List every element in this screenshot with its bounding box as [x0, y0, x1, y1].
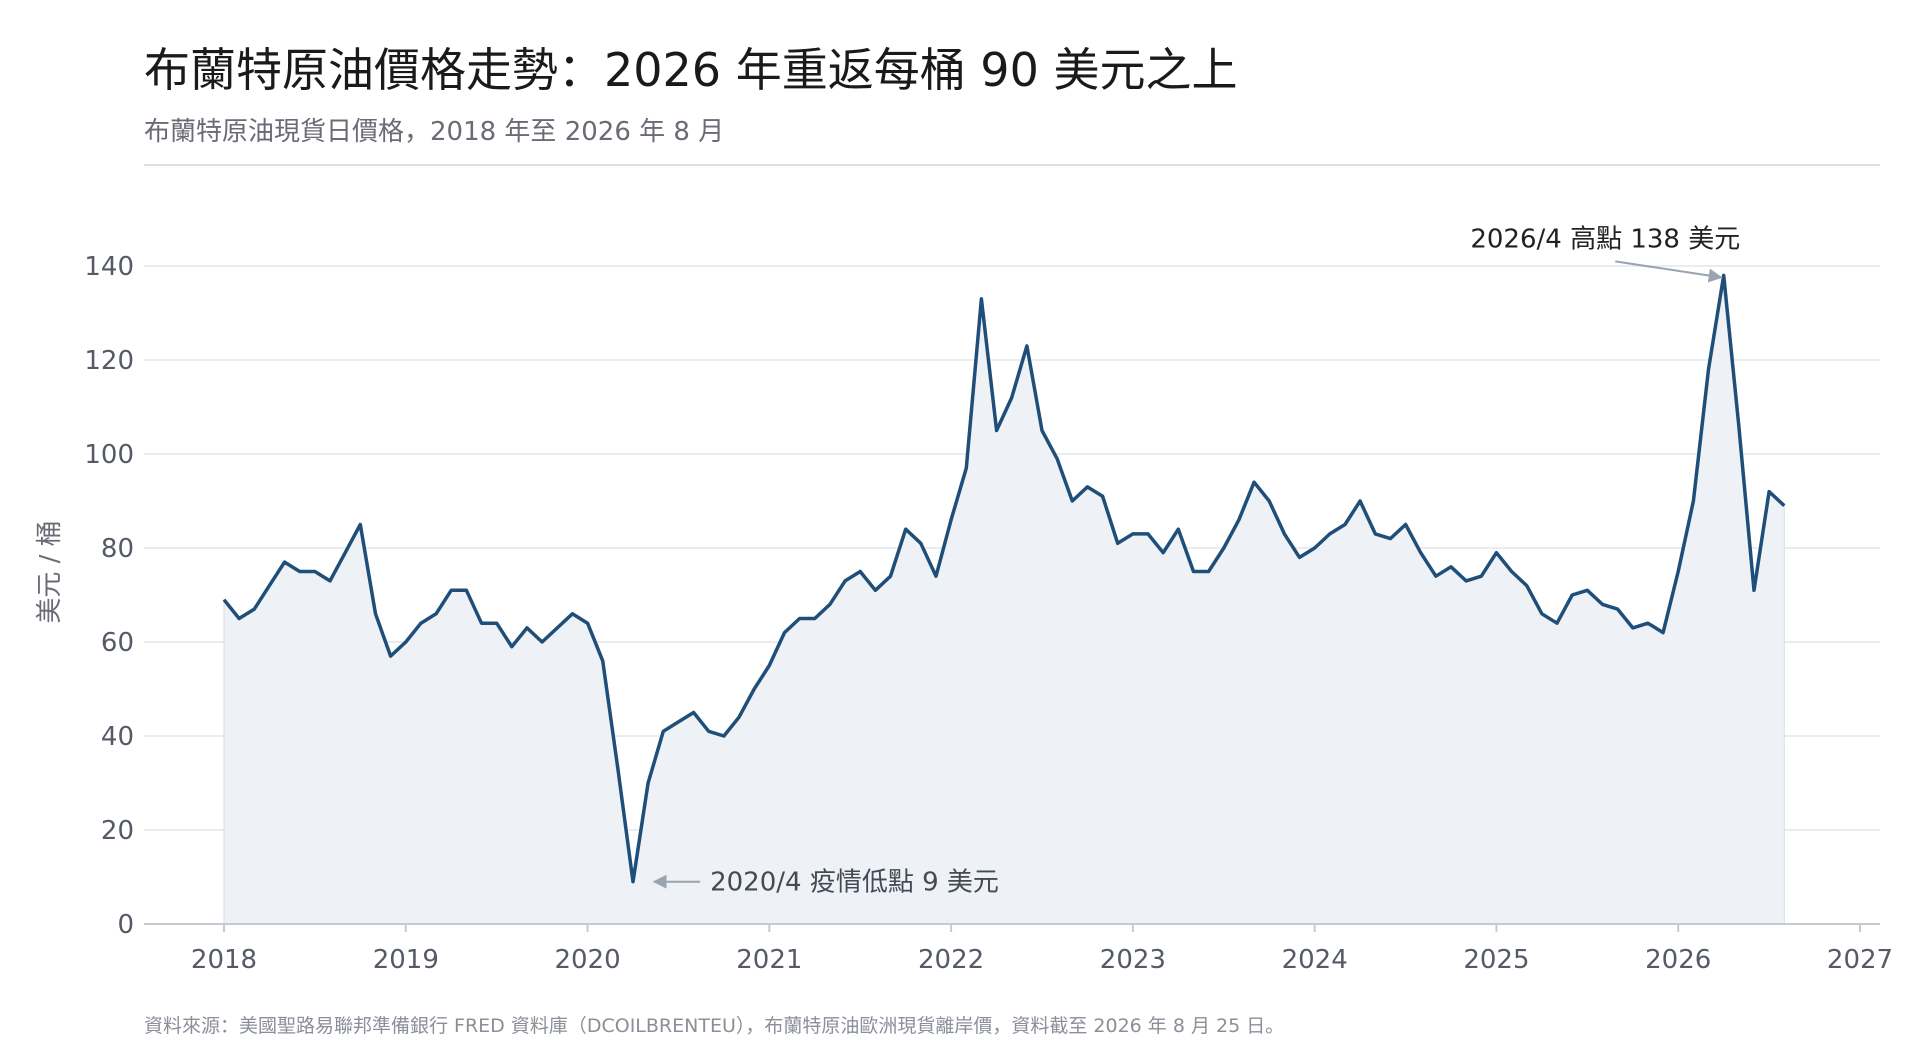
chart-subtitle: 布蘭特原油現貨日價格，2018 年至 2026 年 8 月 [144, 117, 724, 147]
x-tick-label: 2019 [373, 945, 439, 975]
x-tick-label: 2020 [554, 945, 620, 975]
annotations: 2026/4 高點 138 美元 2020/4 疫情低點 9 美元 [652, 224, 1740, 898]
y-tick-label: 20 [101, 816, 134, 846]
y-tick-label: 60 [101, 628, 134, 658]
x-axis-ticks: 2018 2019 2020 2021 2022 2023 2024 2025 2026 2027 [191, 924, 1893, 975]
annotation-high: 2026/4 高點 138 美元 [1470, 224, 1740, 254]
x-tick-label: 2026 [1645, 945, 1711, 975]
annotation-high-arrow [1615, 260, 1723, 283]
y-tick-label: 80 [101, 534, 134, 564]
x-tick-label: 2021 [736, 945, 802, 975]
x-tick-label: 2027 [1827, 945, 1893, 975]
y-tick-label: 0 [117, 910, 134, 940]
x-tick-label: 2025 [1463, 945, 1529, 975]
price-line [222, 273, 1786, 884]
x-tick-label: 2023 [1100, 945, 1166, 975]
y-axis-ticks: 0 20 40 60 80 100 120 140 [84, 252, 134, 940]
x-tick-label: 2018 [191, 945, 257, 975]
source-note: 資料來源：美國聖路易聯邦準備銀行 FRED 資料庫（DCOILBRENTEU），… [144, 1015, 1284, 1037]
annotation-low: 2020/4 疫情低點 9 美元 [710, 868, 999, 898]
x-tick-label: 2022 [918, 945, 984, 975]
y-axis-label: 美元 / 桶 [35, 520, 65, 623]
y-tick-label: 120 [84, 346, 134, 376]
y-tick-label: 100 [84, 440, 134, 470]
chart-title: 布蘭特原油價格走勢：2026 年重返每桶 90 美元之上 [144, 43, 1237, 97]
y-tick-label: 140 [84, 252, 134, 282]
price-area-fill [223, 275, 1785, 925]
y-tick-label: 40 [101, 722, 134, 752]
x-tick-label: 2024 [1282, 945, 1348, 975]
